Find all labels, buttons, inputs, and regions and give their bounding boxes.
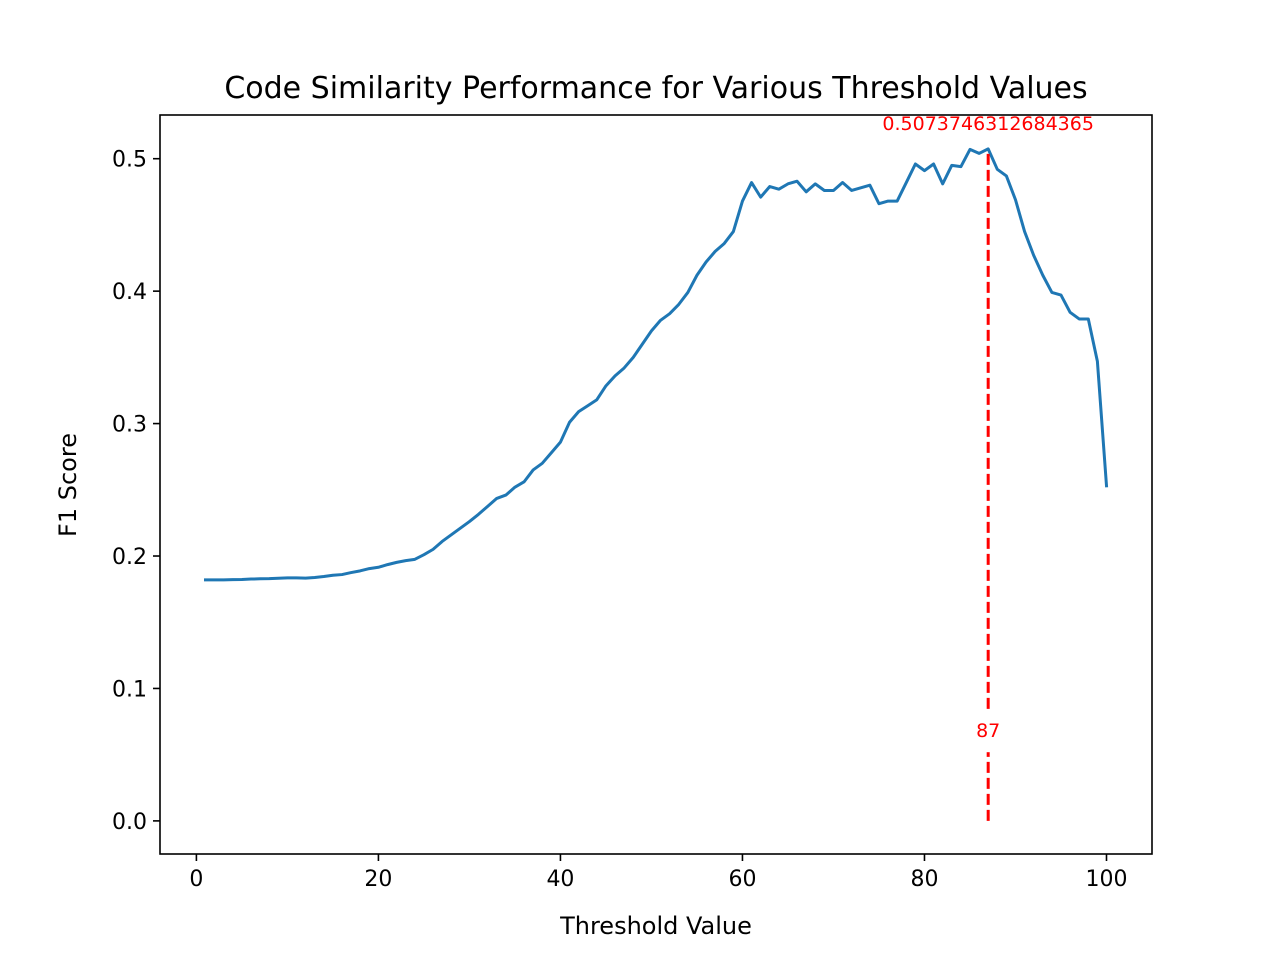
chart-title: Code Similarity Performance for Various … <box>224 71 1087 106</box>
y-tick-label: 0.5 <box>112 148 147 173</box>
x-tick-label: 0 <box>189 867 203 892</box>
max-threshold-annotation: 87 <box>976 720 1000 742</box>
x-tick-label: 100 <box>1085 867 1127 892</box>
y-tick-label: 0.0 <box>112 810 147 835</box>
y-axis-label: F1 Score <box>54 433 82 537</box>
y-tick-label: 0.4 <box>112 280 147 305</box>
y-tick-label: 0.2 <box>112 545 147 570</box>
x-axis-label: Threshold Value <box>559 912 752 940</box>
y-tick-label: 0.3 <box>112 413 147 438</box>
x-tick-label: 80 <box>910 867 938 892</box>
x-tick-label: 20 <box>364 867 392 892</box>
axes-frame <box>159 114 1153 855</box>
max-value-annotation: 0.5073746312684365 <box>882 113 1094 135</box>
x-tick-label: 60 <box>728 867 756 892</box>
annotation-background <box>972 710 1005 753</box>
series-line-0 <box>204 147 1109 582</box>
y-tick-label: 0.1 <box>112 677 147 702</box>
x-tick-label: 40 <box>546 867 574 892</box>
